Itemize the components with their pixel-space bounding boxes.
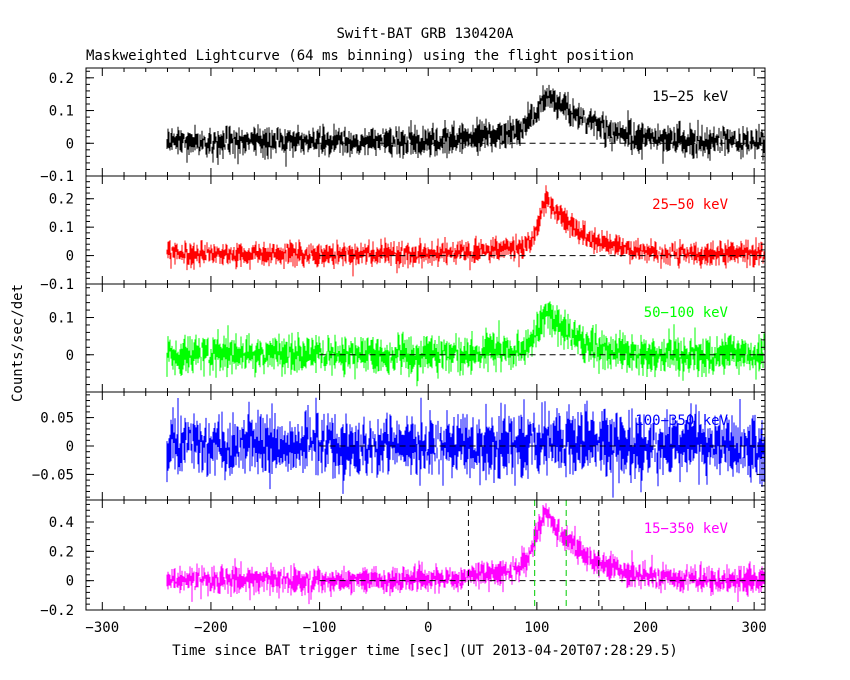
y-tick-label: −0.1 [40,277,74,293]
x-tick-label: 200 [633,620,658,636]
data-series-100-350-kev [166,397,765,498]
y-tick-label: 0 [66,249,74,265]
y-tick-label: 0.05 [40,411,74,427]
y-tick-label: 0.2 [49,71,74,87]
y-tick-label: 0 [66,348,74,364]
panel-100-350-kev: −0.05 0 0.05 100−350 keV [32,391,766,501]
y-axis-label: Counts/sec/det [10,284,26,402]
y-tick-label: 0.1 [49,311,74,327]
x-tick-label: 0 [424,620,432,636]
y-tick-label: 0.1 [49,220,74,236]
x-tick-label: −200 [194,620,228,636]
panels-group: −0.1 0 0.1 0.2 15−25 keV −0.1 0 0.1 0.2 25−50 keV… [32,67,767,636]
panel-frame [85,175,766,285]
band-label: 50−100 keV [644,305,729,321]
panel-15-25-kev: −0.1 0 0.1 0.2 15−25 keV [40,67,766,185]
y-tick-label: 0.2 [49,192,74,208]
band-label: 100−350 keV [635,413,728,429]
panel-15-350-kev: −0.2 0 0.2 0.4 15−350 keV [40,499,766,619]
data-series-15-350-kev [166,503,765,605]
band-label: 15−25 keV [652,89,728,105]
chart-subtitle: Maskweighted Lightcurve (64 ms binning) … [86,48,634,64]
y-tick-label: 0 [66,136,74,152]
y-tick-label: 0.4 [49,515,74,531]
band-label: 25−50 keV [652,197,728,213]
y-tick-label: 0.1 [49,104,74,120]
y-tick-label: −0.1 [40,169,74,185]
x-axis-label: Time since BAT trigger time [sec] (UT 20… [172,643,678,659]
y-tick-label: 0.2 [49,544,74,560]
data-series-25-50-kev [166,185,765,277]
y-tick-label: 0 [66,574,74,590]
x-tick-label: 100 [524,620,549,636]
x-tick-label: −300 [85,620,119,636]
x-tick-label: 300 [741,620,766,636]
y-tick-label: −0.05 [32,467,74,483]
band-label: 15−350 keV [644,521,729,537]
panel-frame [85,499,766,611]
x-tick-label: −100 [303,620,337,636]
y-tick-label: −0.2 [40,603,74,619]
chart-title: Swift-BAT GRB 130420A [336,26,514,42]
panel-25-50-kev: −0.1 0 0.1 0.2 25−50 keV [40,175,766,293]
panel-50-100-kev: 0 0.1 50−100 keV [49,283,766,393]
data-series-15-25-kev [166,84,765,167]
y-tick-label: 0 [66,439,74,455]
